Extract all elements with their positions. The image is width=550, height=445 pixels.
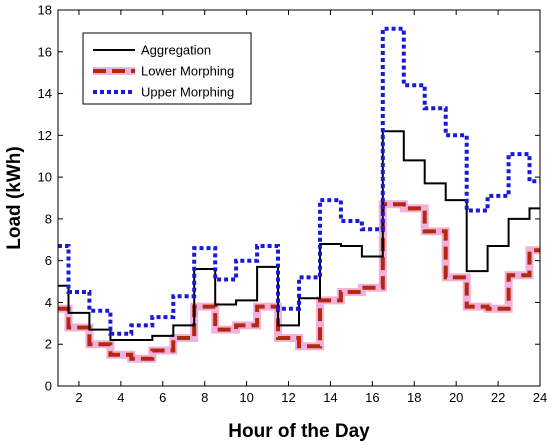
y-axis-title: Load (kWh) [4, 146, 25, 249]
x-tick-label-4: 4 [117, 390, 124, 405]
y-tick-label-4: 4 [45, 295, 52, 310]
y-tick-label-14: 14 [38, 86, 52, 101]
x-tick-label-14: 14 [323, 390, 337, 405]
series-lower-morphing-line [58, 202, 540, 361]
x-axis-title: Hour of the Day [228, 421, 370, 442]
y-tick-label-8: 8 [45, 211, 52, 226]
series-layer [58, 26, 540, 363]
x-tick-label-6: 6 [159, 390, 166, 405]
axes-layer [57, 9, 541, 387]
series-aggregation-line [58, 130, 540, 341]
x-tick-label-22: 22 [491, 390, 505, 405]
x-tick-label-8: 8 [201, 390, 208, 405]
x-tick-label-12: 12 [281, 390, 295, 405]
y-tick-label-10: 10 [38, 170, 52, 185]
x-tick-label-16: 16 [365, 390, 379, 405]
x-tick-label-24: 24 [533, 390, 547, 405]
x-tick-label-20: 20 [449, 390, 463, 405]
y-tick-label-2: 2 [45, 337, 52, 352]
y-tick-label-16: 16 [38, 44, 52, 59]
axes-frame [57, 9, 541, 387]
y-tick-label-0: 0 [45, 379, 52, 394]
y-tick-label-12: 12 [38, 128, 52, 143]
series-upper-morphing-line [58, 26, 540, 336]
y-tick-label-18: 18 [38, 3, 52, 18]
legend-label-lower-morphing: Lower Morphing [141, 64, 234, 79]
x-tick-label-18: 18 [407, 390, 421, 405]
x-tick-label-2: 2 [75, 390, 82, 405]
legend-label-aggregation: Aggregation [141, 43, 211, 58]
legend-label-upper-morphing: Upper Morphing [141, 85, 234, 100]
legend: Aggregation Lower Morphing Upper Morphing [82, 32, 252, 105]
x-tick-label-10: 10 [239, 390, 253, 405]
y-tick-label-6: 6 [45, 253, 52, 268]
